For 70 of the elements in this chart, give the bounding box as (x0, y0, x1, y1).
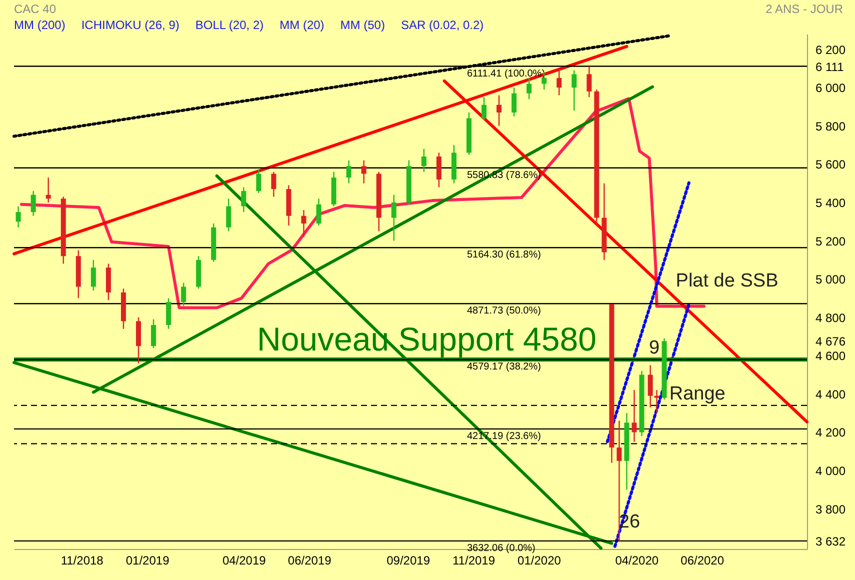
candlestick (496, 94, 502, 126)
text: SAR (0.02, 0.2) (400, 18, 484, 32)
candlestick (16, 206, 21, 228)
x-tick-label: 06/2019 (288, 554, 332, 568)
text: ICHIMOKU (26, 9) (81, 18, 180, 32)
y-tick-label: 4 200 (816, 426, 846, 440)
candlestick (166, 298, 172, 330)
chart-title: CAC 40 (14, 2, 56, 16)
x-tick-label: 01/2019 (126, 554, 170, 568)
candlestick (151, 318, 156, 349)
candlestick (30, 190, 36, 216)
candlestick (301, 210, 306, 238)
candlestick (482, 96, 487, 121)
annotation: Range (669, 383, 726, 404)
candlestick (391, 194, 396, 242)
x-tick-label: 11/2018 (60, 554, 104, 568)
candlestick (436, 152, 442, 188)
y-tick-label: 5 000 (816, 272, 846, 287)
candlestick (46, 176, 51, 204)
candlestick (181, 282, 186, 306)
candlestick (586, 66, 592, 98)
y-tick-label: 5 800 (816, 119, 846, 134)
y-tick-label: 4 800 (816, 310, 846, 325)
candlestick (654, 389, 660, 414)
x-tick-label: 11/2019 (452, 554, 496, 568)
y-tick-label: 5 200 (816, 234, 846, 248)
ref-line-label: 5164.30 (61.8%) (467, 250, 541, 261)
annotation: Plat de SSB (676, 270, 778, 292)
y-tick-label: 4 676 (816, 334, 846, 349)
candlestick (556, 68, 562, 96)
candlestick (346, 160, 352, 184)
ref-line-label: 4579.17 (38.2%) (467, 362, 541, 373)
annotation: 9 (648, 337, 660, 358)
ref-line-label: Nouveau Support 4580 (257, 320, 596, 358)
x-tick-label: 04/2019 (222, 554, 266, 568)
ref-line-label: 6111.41 (100.0%) (467, 68, 546, 80)
candlestick (421, 148, 426, 172)
y-tick-label: 5 600 (816, 158, 846, 172)
candlestick (648, 364, 653, 408)
text: MM (50) (340, 18, 385, 32)
candlestick (572, 70, 577, 112)
candlestick (271, 171, 276, 198)
x-tick-label: 04/2020 (615, 554, 659, 568)
y-tick-label: 6 000 (816, 81, 846, 96)
candlestick (512, 87, 517, 117)
y-tick-label: 3 632 (816, 534, 846, 548)
candlestick (256, 169, 262, 194)
y-tick-label: 4 000 (816, 464, 846, 478)
text: MM (20) (280, 18, 324, 32)
y-tick-label: 4 600 (816, 349, 846, 364)
ref-line-label: 3632.06 (0.0%) (467, 542, 536, 554)
y-tick-label: 4 400 (816, 387, 846, 402)
candlestick (90, 259, 96, 292)
candlestick (632, 389, 637, 442)
x-tick-label: 06/2020 (680, 554, 724, 568)
y-tick-label: 6 111 (816, 60, 844, 74)
x-tick-label: 09/2019 (386, 554, 430, 568)
ref-line-label: 4871.73 (50.0%) (467, 306, 541, 317)
text: BOLL (20, 2) (195, 18, 264, 32)
y-tick-label: 6 200 (816, 42, 846, 57)
candlestick (361, 160, 366, 184)
candlestick (316, 198, 322, 226)
chart-subtitle: 2 ANS - JOUR (766, 2, 843, 16)
x-tick-label: 01/2020 (518, 554, 562, 568)
y-tick-label: 5 400 (816, 196, 846, 210)
candlestick (241, 186, 246, 213)
text: MM (200) (14, 18, 66, 32)
y-tick-label: 3 800 (816, 502, 846, 516)
candlestick (526, 77, 532, 100)
candlestick (226, 198, 232, 232)
